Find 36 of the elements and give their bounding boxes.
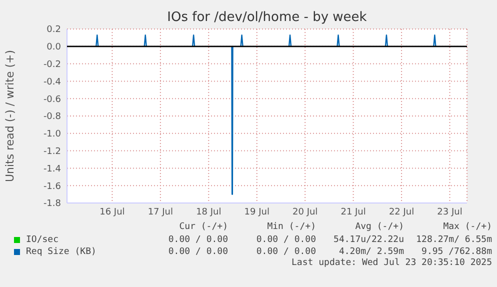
y-tick-label: -1.6: [43, 182, 62, 192]
legend-label: IO/sec: [26, 235, 59, 245]
y-tick-label: -1.4: [43, 164, 62, 174]
text: 54.17u/22.22u: [332, 235, 404, 245]
y-tick-label: -1.0: [43, 130, 62, 140]
y-tick-label: 0.2: [46, 25, 61, 36]
y-tick-label: -0.2: [43, 60, 61, 70]
text: Max (-/+): [442, 222, 492, 234]
y-tick-label: -1.8: [43, 199, 62, 210]
text: 4.20m/ 2.59m: [338, 247, 404, 257]
y-tick-label: -0.6: [43, 94, 62, 105]
y-axis-title: Units read (-) / write (+): [4, 50, 16, 182]
text: Avg (-/+): [354, 222, 404, 234]
y-tick-label: 0.0: [46, 42, 62, 53]
x-tick-label: 22 Jul: [388, 207, 414, 218]
text: 0.00 / 0.00: [167, 235, 228, 245]
x-tick-label: 19 Jul: [244, 207, 270, 218]
x-tick-label: 20 Jul: [292, 207, 318, 218]
text: 0.00 / 0.00: [255, 235, 316, 245]
text: 0.00 / 0.00: [167, 247, 228, 257]
text: 128.27m/ 6.55m: [415, 235, 492, 245]
x-tick-label: 23 Jul: [437, 207, 462, 218]
x-tick-label: 16 Jul: [100, 207, 125, 218]
x-tick-label: 18 Jul: [196, 207, 222, 218]
text: 9.95 /762.88m: [420, 247, 492, 257]
x-tick-label: 17 Jul: [148, 207, 174, 218]
text: 0.00 / 0.00: [255, 247, 316, 257]
y-tick-label: -0.4: [43, 77, 62, 88]
x-tick-label: 21 Jul: [340, 207, 366, 218]
text: Last update: Wed Jul 23 20:35:10 2025: [290, 258, 492, 268]
chart-title: IOs for /dev/ol/home - by week: [166, 10, 368, 25]
legend-label: Req Size (KB): [26, 247, 96, 257]
text: Cur (-/+): [178, 222, 228, 234]
text: Min (-/+): [266, 222, 316, 234]
y-tick-label: -1.2: [43, 146, 61, 157]
y-tick-label: -0.8: [43, 112, 62, 122]
